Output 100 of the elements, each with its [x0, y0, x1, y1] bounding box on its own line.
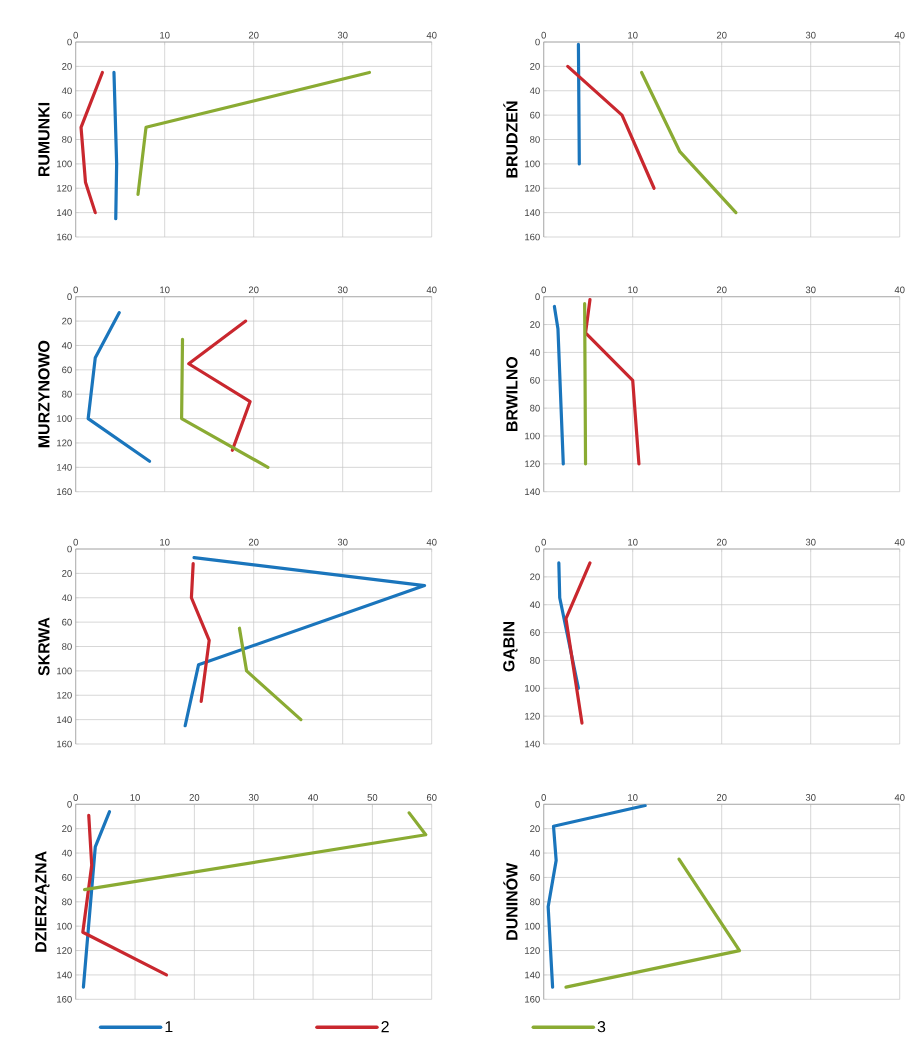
- y-tick-label: 160: [525, 995, 540, 1003]
- x-tick-label: 40: [894, 538, 905, 546]
- y-tick-label: 60: [530, 629, 540, 636]
- x-tick-label: 0: [73, 794, 78, 801]
- y-tick-label: 160: [525, 233, 540, 241]
- y-tick-label: 120: [525, 947, 540, 954]
- x-tick-label: 40: [426, 538, 437, 546]
- x-tick-label: 60: [426, 794, 437, 801]
- x-tick-label: 20: [248, 286, 259, 294]
- y-tick-label: 60: [530, 874, 540, 881]
- y-tick-label: 20: [530, 573, 540, 581]
- x-tick-label: 20: [716, 286, 727, 294]
- y-tick-label: 140: [525, 488, 540, 496]
- x-tick-label: 40: [307, 794, 318, 801]
- y-tick-label: 40: [529, 849, 540, 857]
- y-tick-label: 80: [530, 657, 540, 664]
- y-tick-label: 120: [525, 460, 540, 468]
- x-tick-label: 20: [189, 794, 200, 801]
- y-tick-label: 40: [61, 594, 72, 602]
- y-tick-label: 160: [57, 488, 72, 496]
- y-axis-title: DUNINÓW: [503, 862, 518, 940]
- line-series: [546, 804, 647, 989]
- x-tick-label: 0: [541, 31, 546, 39]
- x-tick-label: 30: [805, 31, 816, 39]
- y-tick-label: 140: [57, 971, 72, 979]
- y-tick-label: 100: [57, 415, 72, 422]
- y-axis-title: BRUDZEŃ: [503, 101, 518, 178]
- y-tick-label: 20: [530, 825, 540, 833]
- y-tick-label: 100: [525, 160, 540, 168]
- y-tick-label: 140: [525, 740, 540, 748]
- line-series: [86, 310, 152, 463]
- y-tick-label: 0: [67, 38, 72, 46]
- x-tick-label: 10: [628, 794, 638, 801]
- x-tick-label: 10: [160, 31, 170, 39]
- y-tick-label: 40: [529, 87, 540, 95]
- line-series: [189, 562, 211, 703]
- y-tick-label: 40: [61, 87, 72, 95]
- y-tick-label: 120: [57, 439, 72, 447]
- y-tick-label: 0: [535, 800, 540, 808]
- y-tick-label: 0: [535, 545, 540, 553]
- x-tick-label: 10: [160, 538, 170, 546]
- y-tick-label: 0: [535, 38, 540, 46]
- x-tick-label: 10: [130, 794, 140, 801]
- y-tick-label: 100: [57, 922, 72, 930]
- y-tick-label: 40: [529, 349, 540, 356]
- y-axis-title: DZIERZĄZNA: [35, 851, 50, 952]
- x-tick-label: 20: [716, 794, 727, 801]
- line-series: [187, 319, 252, 452]
- x-tick-label: 10: [628, 538, 638, 546]
- y-tick-label: 100: [525, 684, 540, 692]
- y-tick-label: 120: [57, 691, 72, 699]
- y-axis-title: GĄBIN: [503, 621, 518, 672]
- y-tick-label: 20: [62, 825, 72, 833]
- x-tick-label: 10: [628, 286, 638, 294]
- x-tick-label: 20: [248, 538, 259, 546]
- y-tick-label: 80: [530, 136, 540, 143]
- y-tick-label: 60: [530, 111, 540, 119]
- y-tick-label: 40: [529, 601, 540, 609]
- y-tick-label: 80: [62, 136, 72, 143]
- y-tick-label: 40: [61, 342, 72, 349]
- x-tick-label: 30: [805, 794, 816, 801]
- x-tick-label: 50: [367, 794, 378, 801]
- legend-label: 1: [165, 1021, 173, 1033]
- y-axis-title: BRWILNO: [506, 356, 518, 432]
- y-tick-label: 0: [67, 800, 72, 808]
- y-tick-label: 60: [62, 111, 72, 119]
- y-tick-label: 20: [530, 321, 540, 328]
- y-tick-label: 140: [57, 716, 72, 723]
- x-tick-label: 30: [805, 538, 816, 546]
- x-tick-label: 30: [337, 286, 348, 294]
- x-tick-label: 0: [73, 31, 78, 39]
- y-tick-label: 40: [61, 849, 72, 857]
- x-tick-label: 10: [628, 31, 638, 39]
- y-tick-label: 140: [525, 971, 540, 979]
- y-tick-label: 0: [535, 293, 540, 301]
- y-tick-label: 80: [530, 404, 540, 412]
- y-tick-label: 20: [62, 317, 72, 325]
- y-tick-label: 160: [57, 740, 72, 748]
- x-tick-label: 40: [894, 31, 905, 39]
- x-tick-label: 0: [541, 794, 546, 801]
- y-tick-label: 0: [67, 293, 72, 301]
- y-tick-label: 140: [57, 209, 72, 216]
- y-tick-label: 60: [62, 874, 72, 881]
- x-tick-label: 30: [337, 538, 348, 546]
- y-tick-label: 80: [530, 898, 540, 906]
- y-tick-label: 60: [530, 376, 540, 384]
- x-tick-label: 40: [426, 286, 437, 294]
- line-series: [183, 555, 427, 728]
- x-tick-label: 20: [248, 31, 259, 39]
- y-tick-label: 80: [62, 898, 72, 906]
- y-tick-label: 120: [57, 947, 72, 954]
- y-tick-label: 60: [62, 366, 72, 374]
- y-tick-label: 120: [525, 184, 540, 192]
- x-tick-label: 40: [894, 286, 905, 294]
- legend-label: 3: [597, 1021, 606, 1033]
- line-series: [81, 813, 169, 977]
- y-tick-label: 0: [67, 545, 72, 553]
- x-tick-label: 40: [426, 31, 437, 39]
- y-axis-title: SKRWA: [38, 617, 50, 676]
- y-tick-label: 140: [57, 463, 72, 471]
